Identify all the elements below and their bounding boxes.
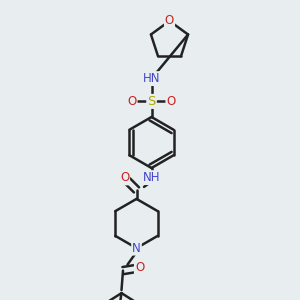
Text: O: O — [135, 261, 144, 274]
Text: S: S — [147, 95, 156, 108]
Text: N: N — [132, 242, 141, 255]
Text: O: O — [128, 95, 136, 108]
Text: NH: NH — [143, 171, 161, 184]
Text: O: O — [120, 171, 129, 184]
Text: HN: HN — [143, 72, 160, 85]
Text: O: O — [167, 95, 176, 108]
Text: O: O — [165, 14, 174, 28]
